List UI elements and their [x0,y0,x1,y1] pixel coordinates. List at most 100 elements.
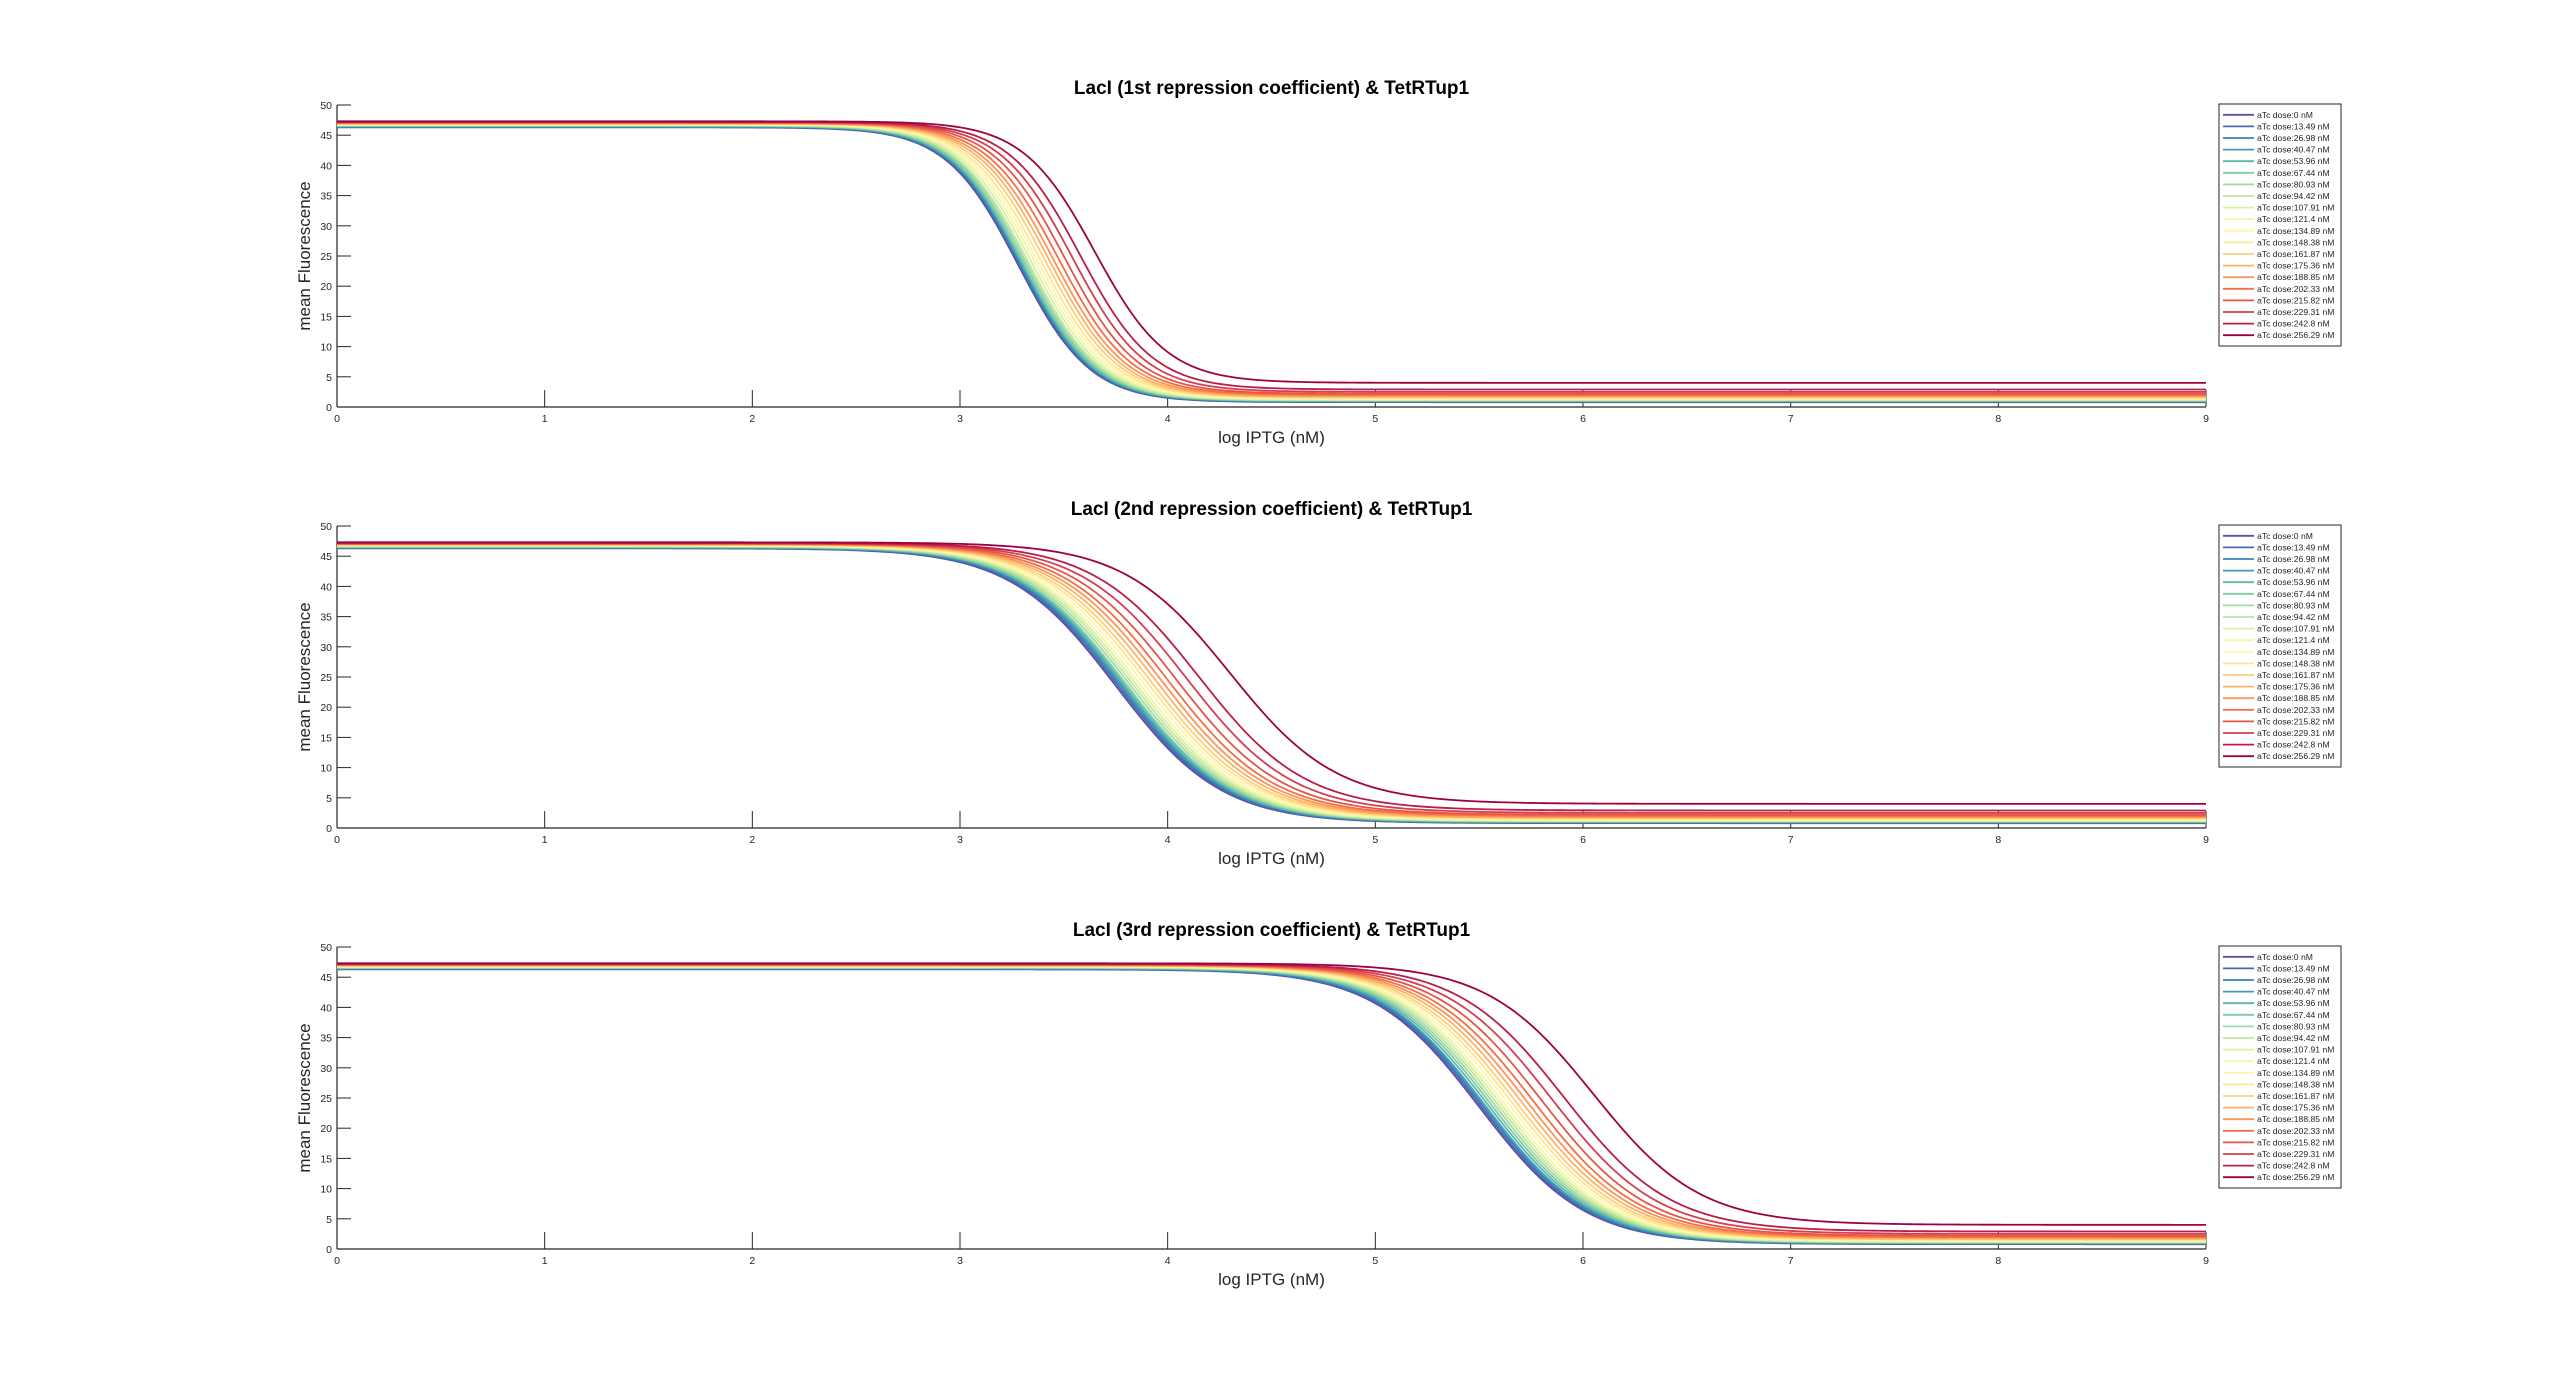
series-line [337,541,2206,805]
series-line [337,967,2206,1245]
series-line [337,963,2206,1238]
legend-label: aTc dose:53.96 nM [2257,998,2330,1008]
x-tick-label: 1 [542,834,548,846]
legend-label: aTc dose:202.33 nM [2257,284,2334,294]
legend-label: aTc dose:229.31 nM [2257,1149,2334,1159]
series-line [337,544,2206,822]
legend-label: aTc dose:53.96 nM [2257,577,2330,587]
legend-label: aTc dose:215.82 nM [2257,295,2334,305]
series-line [337,126,2206,403]
legend-label: aTc dose:0 nM [2257,952,2313,962]
legend-label: aTc dose:148.38 nM [2257,1079,2334,1089]
y-tick-label: 50 [320,521,332,533]
y-tick-label: 25 [320,1093,332,1105]
y-tick-label: 10 [320,1184,332,1196]
series-line [337,545,2206,823]
y-tick-label: 0 [326,823,332,835]
series-line [337,965,2206,1243]
legend-label: aTc dose:13.49 nM [2257,963,2330,973]
y-tick-label: 5 [326,793,332,805]
legend-label: aTc dose:175.36 nM [2257,261,2334,271]
y-tick-label: 20 [320,702,332,714]
x-tick-label: 3 [957,834,963,846]
x-tick-label: 1 [542,1255,548,1267]
x-tick-label: 3 [957,1255,963,1267]
y-tick-label: 15 [320,1153,332,1165]
x-tick-label: 2 [749,1255,755,1267]
y-tick-label: 25 [320,251,332,263]
y-tick-label: 30 [320,221,332,233]
x-tick-label: 1 [542,413,548,425]
y-tick-label: 30 [320,1063,332,1075]
y-tick-label: 50 [320,942,332,954]
legend-label: aTc dose:94.42 nM [2257,612,2330,622]
y-tick-label: 10 [320,342,332,354]
legend-label: aTc dose:175.36 nM [2257,682,2334,692]
legend-label: aTc dose:161.87 nM [2257,249,2334,259]
legend-label: aTc dose:40.47 nM [2257,145,2330,155]
legend-label: aTc dose:242.8 nM [2257,319,2330,329]
legend-label: aTc dose:229.31 nM [2257,307,2334,317]
legend-label: aTc dose:26.98 nM [2257,133,2330,143]
y-tick-label: 35 [320,191,332,203]
legend-label: aTc dose:134.89 nM [2257,647,2334,657]
series-line [337,965,2206,1242]
x-tick-label: 9 [2203,413,2209,425]
legend-label: aTc dose:256.29 nM [2257,751,2334,761]
series-line [337,967,2206,1244]
x-tick-label: 8 [1995,1255,2001,1267]
series-line [337,963,2206,1235]
x-tick-label: 4 [1165,834,1171,846]
legend-label: aTc dose:67.44 nM [2257,168,2330,178]
series-line [337,124,2206,402]
legend-label: aTc dose:26.98 nM [2257,554,2330,564]
x-axis-label: log IPTG (nM) [1218,1270,1325,1289]
series-line [337,544,2206,820]
x-tick-label: 6 [1580,1255,1586,1267]
x-tick-label: 0 [334,1255,340,1267]
series-line [337,121,2206,391]
y-tick-label: 5 [326,372,332,384]
series-line [337,120,2206,384]
chart-2: LacI (2nd repression coefficient) & TetR… [295,499,2342,868]
series-line [337,964,2206,1239]
x-tick-label: 4 [1165,1255,1171,1267]
y-axis-label: mean Fluorescence [295,181,314,330]
series-lines [337,962,2206,1246]
x-axis-label: log IPTG (nM) [1218,849,1325,868]
series-line [337,966,2206,1243]
y-tick-label: 30 [320,642,332,654]
legend-label: aTc dose:94.42 nM [2257,191,2330,201]
legend-label: aTc dose:188.85 nM [2257,272,2334,282]
series-lines [337,120,2206,404]
series-line [337,542,2206,816]
x-tick-label: 4 [1165,413,1171,425]
series-line [337,967,2206,1245]
series-line [337,968,2206,1246]
x-tick-label: 5 [1372,834,1378,846]
series-line [337,966,2206,1244]
series-line [337,124,2206,402]
legend-label: aTc dose:121.4 nM [2257,635,2330,645]
legend-label: aTc dose:175.36 nM [2257,1103,2334,1113]
series-line [337,966,2206,1244]
series-line [337,546,2206,823]
y-tick-label: 5 [326,1214,332,1226]
x-tick-label: 6 [1580,413,1586,425]
series-line [337,542,2206,814]
x-tick-label: 0 [334,834,340,846]
legend-label: aTc dose:202.33 nM [2257,1126,2334,1136]
legend-label: aTc dose:161.87 nM [2257,1091,2334,1101]
x-tick-label: 0 [334,413,340,425]
y-tick-label: 50 [320,100,332,112]
legend-box [2218,524,2342,768]
x-tick-label: 8 [1995,834,2001,846]
series-line [337,124,2206,401]
x-tick-label: 3 [957,413,963,425]
y-tick-label: 40 [320,581,332,593]
series-line [337,962,2206,1226]
legend-label: aTc dose:80.93 nM [2257,179,2330,189]
legend-label: aTc dose:121.4 nM [2257,214,2330,224]
